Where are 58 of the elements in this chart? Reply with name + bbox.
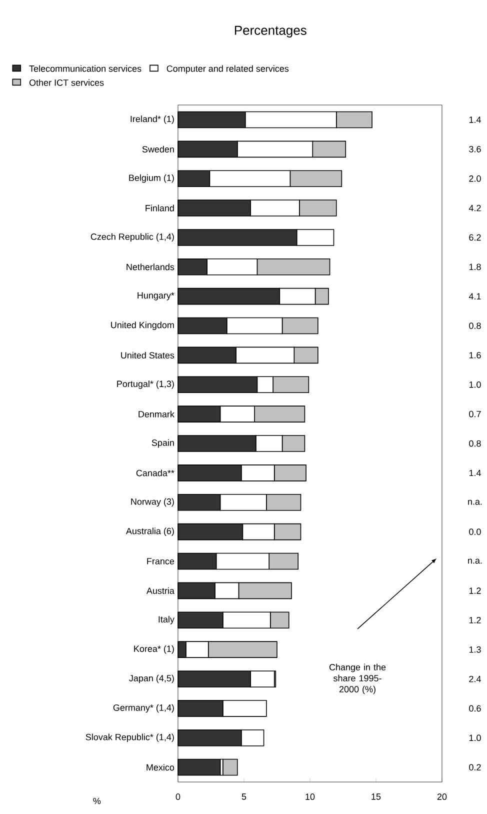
text: 0.2 <box>469 764 481 770</box>
text: 0.0 <box>469 528 481 535</box>
text: 1.6 <box>469 352 481 358</box>
text: 1.0 <box>469 734 481 742</box>
text: 1.0 <box>469 381 481 388</box>
y-tick-label: Slovak Republic* (1,4) <box>86 734 174 742</box>
y-tick-label: Spain <box>152 439 174 448</box>
text: 3.6 <box>469 146 481 152</box>
legend-label: Other ICT services <box>29 79 104 86</box>
annotation: Change in the share 1995-2000 (%) <box>329 664 386 694</box>
y-tick-label: Belgium (1) <box>129 174 174 183</box>
y-tick-label: Hungary* <box>138 292 174 300</box>
text: 2.4 <box>469 676 481 682</box>
text: 1.8 <box>469 264 481 270</box>
text: 1.4 <box>469 116 481 123</box>
y-tick-label: Korea* (1) <box>134 645 174 654</box>
text: 4.1 <box>468 293 481 300</box>
y-tick-label: France <box>147 558 174 564</box>
y-tick-label: Austria <box>146 587 174 594</box>
text: 1.2 <box>469 588 481 594</box>
text: 6.2 <box>469 234 481 241</box>
legend-label: Computer and related services <box>166 65 289 74</box>
y-tick-label: Finland <box>146 204 174 212</box>
y-tick-label: Sweden <box>142 146 174 152</box>
text: n.a. <box>468 558 482 564</box>
y-tick-label: United States <box>121 352 174 359</box>
text: 1.3 <box>469 646 481 653</box>
text: 0.8 <box>469 322 481 329</box>
text: n.a. <box>468 500 482 505</box>
text: 1.2 <box>469 616 481 624</box>
text: 4.2 <box>468 204 481 212</box>
text: 0.8 <box>469 440 481 447</box>
legend-label: Telecommunication services <box>29 65 142 72</box>
y-tick-label: Australia (6) <box>126 528 174 536</box>
x-tick-label: 10 <box>306 794 315 800</box>
text: 2.0 <box>469 175 481 182</box>
text: 0.6 <box>469 705 481 712</box>
chart-title: Percentages <box>234 26 306 38</box>
y-tick-label: United Kingdom <box>111 322 174 330</box>
x-tick-label: 5 <box>242 794 246 800</box>
y-tick-label: Denmark <box>138 410 174 418</box>
y-tick-label: Germany* (1,4) <box>113 704 174 713</box>
x-tick-label: 0 <box>176 794 180 800</box>
y-tick-label: Ireland* (1) <box>130 116 174 124</box>
text: 1.4 <box>469 470 481 476</box>
y-tick-label: Norway (3) <box>131 498 174 507</box>
y-tick-label: Netherlands <box>126 264 174 270</box>
bar <box>222 758 238 776</box>
y-tick-label: Portugal* (1,3) <box>117 380 174 389</box>
y-tick-label: Mexico <box>146 764 174 771</box>
text: 0.7 <box>469 410 481 418</box>
y-tick-label: Japan (4,5) <box>129 674 174 684</box>
y-tick-label: Czech Republic (1,4) <box>90 233 174 242</box>
x-tick-label: 15 <box>372 794 381 800</box>
x-axis-title: % <box>93 798 101 804</box>
y-tick-label: Canada** <box>136 470 174 476</box>
x-tick-label: 20 <box>437 794 447 800</box>
y-tick-label: Italy <box>158 616 174 624</box>
